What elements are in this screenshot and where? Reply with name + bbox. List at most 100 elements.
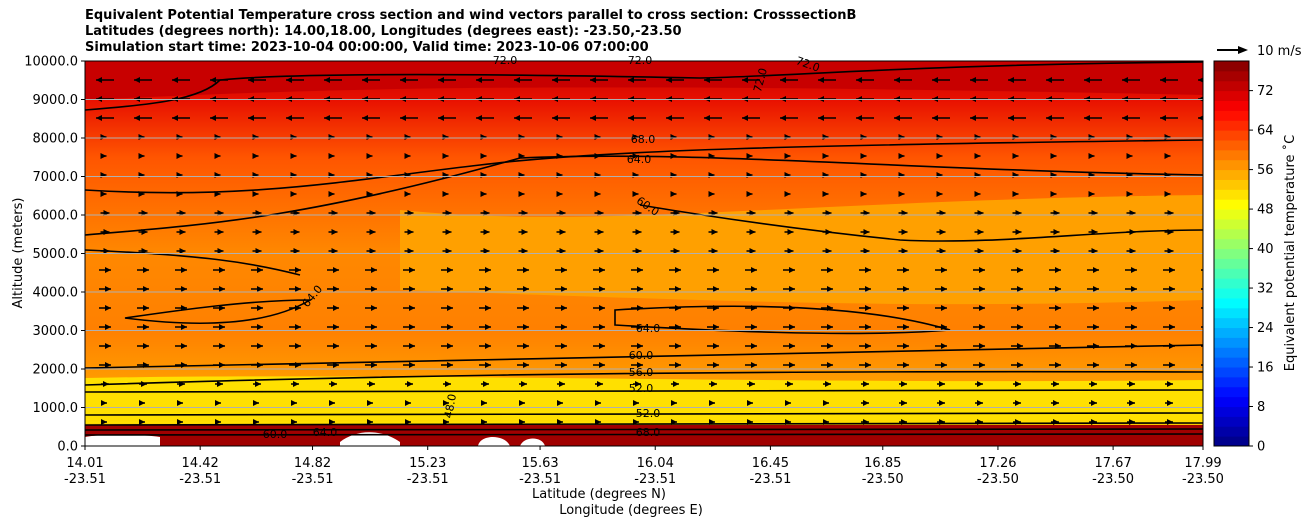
- wind-vector-head: [1206, 229, 1212, 235]
- wind-vector-head: [1093, 305, 1099, 311]
- wind-vector-head: [1055, 267, 1061, 273]
- wind-vector-head: [637, 286, 643, 292]
- wind-vector-head: [1207, 267, 1213, 273]
- wind-vector-head: [217, 381, 223, 387]
- wind-vector-head: [518, 153, 525, 159]
- wind-vector-head: [295, 343, 301, 349]
- contour-line-64-upper: [85, 155, 1203, 236]
- wind-vector-head: [1131, 362, 1137, 368]
- wind-vector-head: [367, 400, 373, 406]
- wind-vector-head: [1053, 381, 1059, 387]
- wind-vector-head: [214, 191, 221, 197]
- wind-vector-head: [329, 400, 335, 406]
- contour-line-surface-2: [85, 428, 1203, 431]
- wind-vector-head: [105, 343, 111, 349]
- wind-vector-head: [749, 381, 755, 387]
- wind-vector-head: [818, 77, 824, 83]
- wind-vector-head: [941, 324, 947, 330]
- x-axis-label-longitude: Longitude (degrees E): [559, 503, 703, 518]
- wind-vector-head: [1126, 191, 1133, 197]
- wind-vector-head: [172, 115, 178, 121]
- contour-label: 68.0: [636, 426, 661, 439]
- wind-vector-head: [329, 419, 335, 425]
- wind-vector-head: [443, 400, 449, 406]
- wind-vector-head: [827, 362, 833, 368]
- title-line-2: Latitudes (degrees north): 14.00,18.00, …: [85, 24, 682, 39]
- wind-vector-head: [371, 343, 377, 349]
- contour-label: 68.0: [631, 133, 656, 146]
- wind-vector-head: [552, 77, 558, 83]
- colorbar-segment: [1214, 189, 1249, 200]
- wind-vector-head: [255, 381, 261, 387]
- wind-vector-head: [369, 229, 376, 235]
- colorbar-label: Equivalent potential temperature ˚C: [1282, 135, 1298, 371]
- wind-vector-head: [784, 153, 791, 159]
- x-axis-label-latitude: Latitude (degrees N): [532, 487, 666, 502]
- wind-vector-head: [1129, 419, 1135, 425]
- y-tick-label: 10000.0: [24, 55, 78, 70]
- contour-label: 64.0: [627, 153, 652, 166]
- wind-vector-head: [447, 343, 453, 349]
- wind-vector-head: [1055, 362, 1061, 368]
- wind-vector-head: [371, 286, 377, 292]
- wind-vector-head: [670, 153, 677, 159]
- wind-vector-head: [789, 324, 795, 330]
- wind-vector-head: [1160, 77, 1166, 83]
- wind-vector-head: [818, 115, 824, 121]
- wind-vector-head: [407, 248, 414, 254]
- wind-vector-head: [599, 343, 605, 349]
- quiver-key-arrow-head: [1238, 46, 1248, 54]
- wind-vector-head: [635, 381, 641, 387]
- y-tick-label: 0.0: [57, 440, 78, 455]
- wind-vector-head: [633, 419, 639, 425]
- wind-vector-head: [96, 115, 102, 121]
- colorbar-segment: [1214, 327, 1249, 338]
- wind-vector-head: [1131, 343, 1137, 349]
- y-axis-label: Altitude (meters): [11, 198, 26, 309]
- y-axis: 0.0 1000.0 2000.0 3000.0 4000.0 5000.0 6000.0 7…: [24, 55, 85, 455]
- wind-vector-head: [523, 267, 529, 273]
- wind-vector-head: [635, 248, 642, 254]
- wind-vector-head: [1126, 153, 1133, 159]
- contour-label: 56.0: [629, 366, 654, 379]
- wind-vector-head: [673, 381, 679, 387]
- wind-vector-head: [405, 419, 411, 425]
- wind-vector-head: [141, 381, 147, 387]
- wind-vector-head: [827, 286, 833, 292]
- wind-vector-head: [675, 267, 681, 273]
- wind-vector-head: [1055, 324, 1061, 330]
- wind-vector-head: [941, 267, 947, 273]
- wind-vector-head: [333, 267, 339, 273]
- wind-vector-head: [295, 286, 301, 292]
- wind-vector-head: [1122, 77, 1128, 83]
- wind-vector-head: [143, 267, 149, 273]
- wind-vector-head: [252, 191, 259, 197]
- wind-vector-head: [1167, 381, 1173, 387]
- wind-vector-head: [253, 400, 259, 406]
- wind-vector-head: [561, 305, 567, 311]
- wind-vector-head: [556, 153, 563, 159]
- wind-vector-head: [1207, 286, 1213, 292]
- wind-vector-head: [1169, 267, 1175, 273]
- wind-vector-head: [1207, 362, 1213, 368]
- wind-vector-head: [666, 77, 672, 83]
- wind-vector-head: [257, 362, 263, 368]
- wind-vector-head: [1017, 343, 1023, 349]
- wind-vector-head: [1012, 191, 1019, 197]
- wind-vector-head: [176, 191, 183, 197]
- wind-vector-head: [1093, 286, 1099, 292]
- wind-vector-head: [1164, 191, 1171, 197]
- wind-vector-head: [362, 115, 368, 121]
- wind-vector-head: [713, 305, 719, 311]
- wind-vector-head: [559, 229, 566, 235]
- wind-vector-head: [257, 343, 263, 349]
- wind-vector-head: [1129, 400, 1135, 406]
- wind-vector-head: [637, 324, 643, 330]
- wind-vector-head: [293, 248, 300, 254]
- wind-vector-head: [704, 115, 710, 121]
- wind-vector-head: [1207, 305, 1213, 311]
- wind-vector-head: [1131, 286, 1137, 292]
- wind-vector-head: [1084, 77, 1090, 83]
- wind-vector-head: [447, 267, 453, 273]
